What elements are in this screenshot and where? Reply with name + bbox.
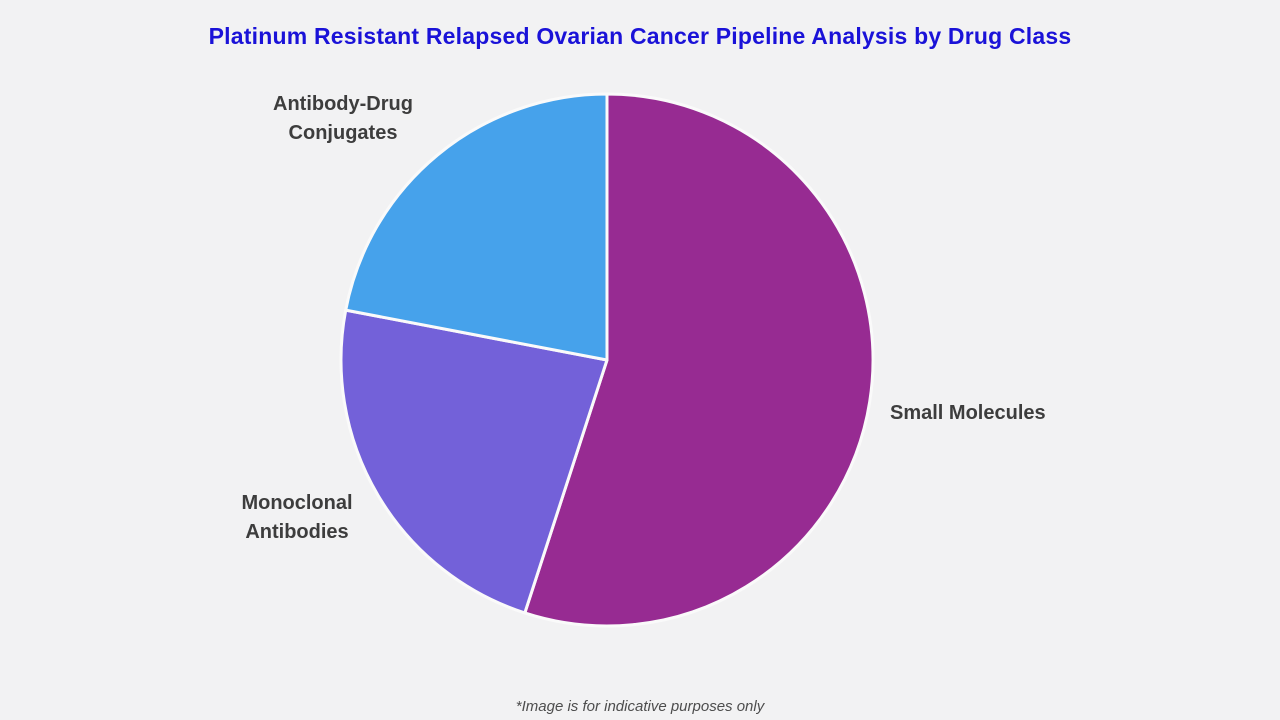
pie-slice-monoclonal-antibodies: [339, 308, 609, 615]
pie-slice-antibody-drug-conjugates: [344, 92, 609, 362]
slice-label-antibody-drug-conjugates: Antibody-Drug Conjugates: [273, 93, 413, 144]
slice-label-small-molecules: Small Molecules: [890, 402, 1046, 424]
chart-title: Platinum Resistant Relapsed Ovarian Canc…: [208, 23, 1072, 49]
footnote: *Image is for indicative purposes only: [515, 698, 765, 715]
pie-slices-group: [339, 92, 875, 628]
pie-slice-small-molecules: [523, 92, 875, 628]
slice-label-monoclonal-antibodies: Monoclonal Antibodies: [241, 492, 353, 543]
